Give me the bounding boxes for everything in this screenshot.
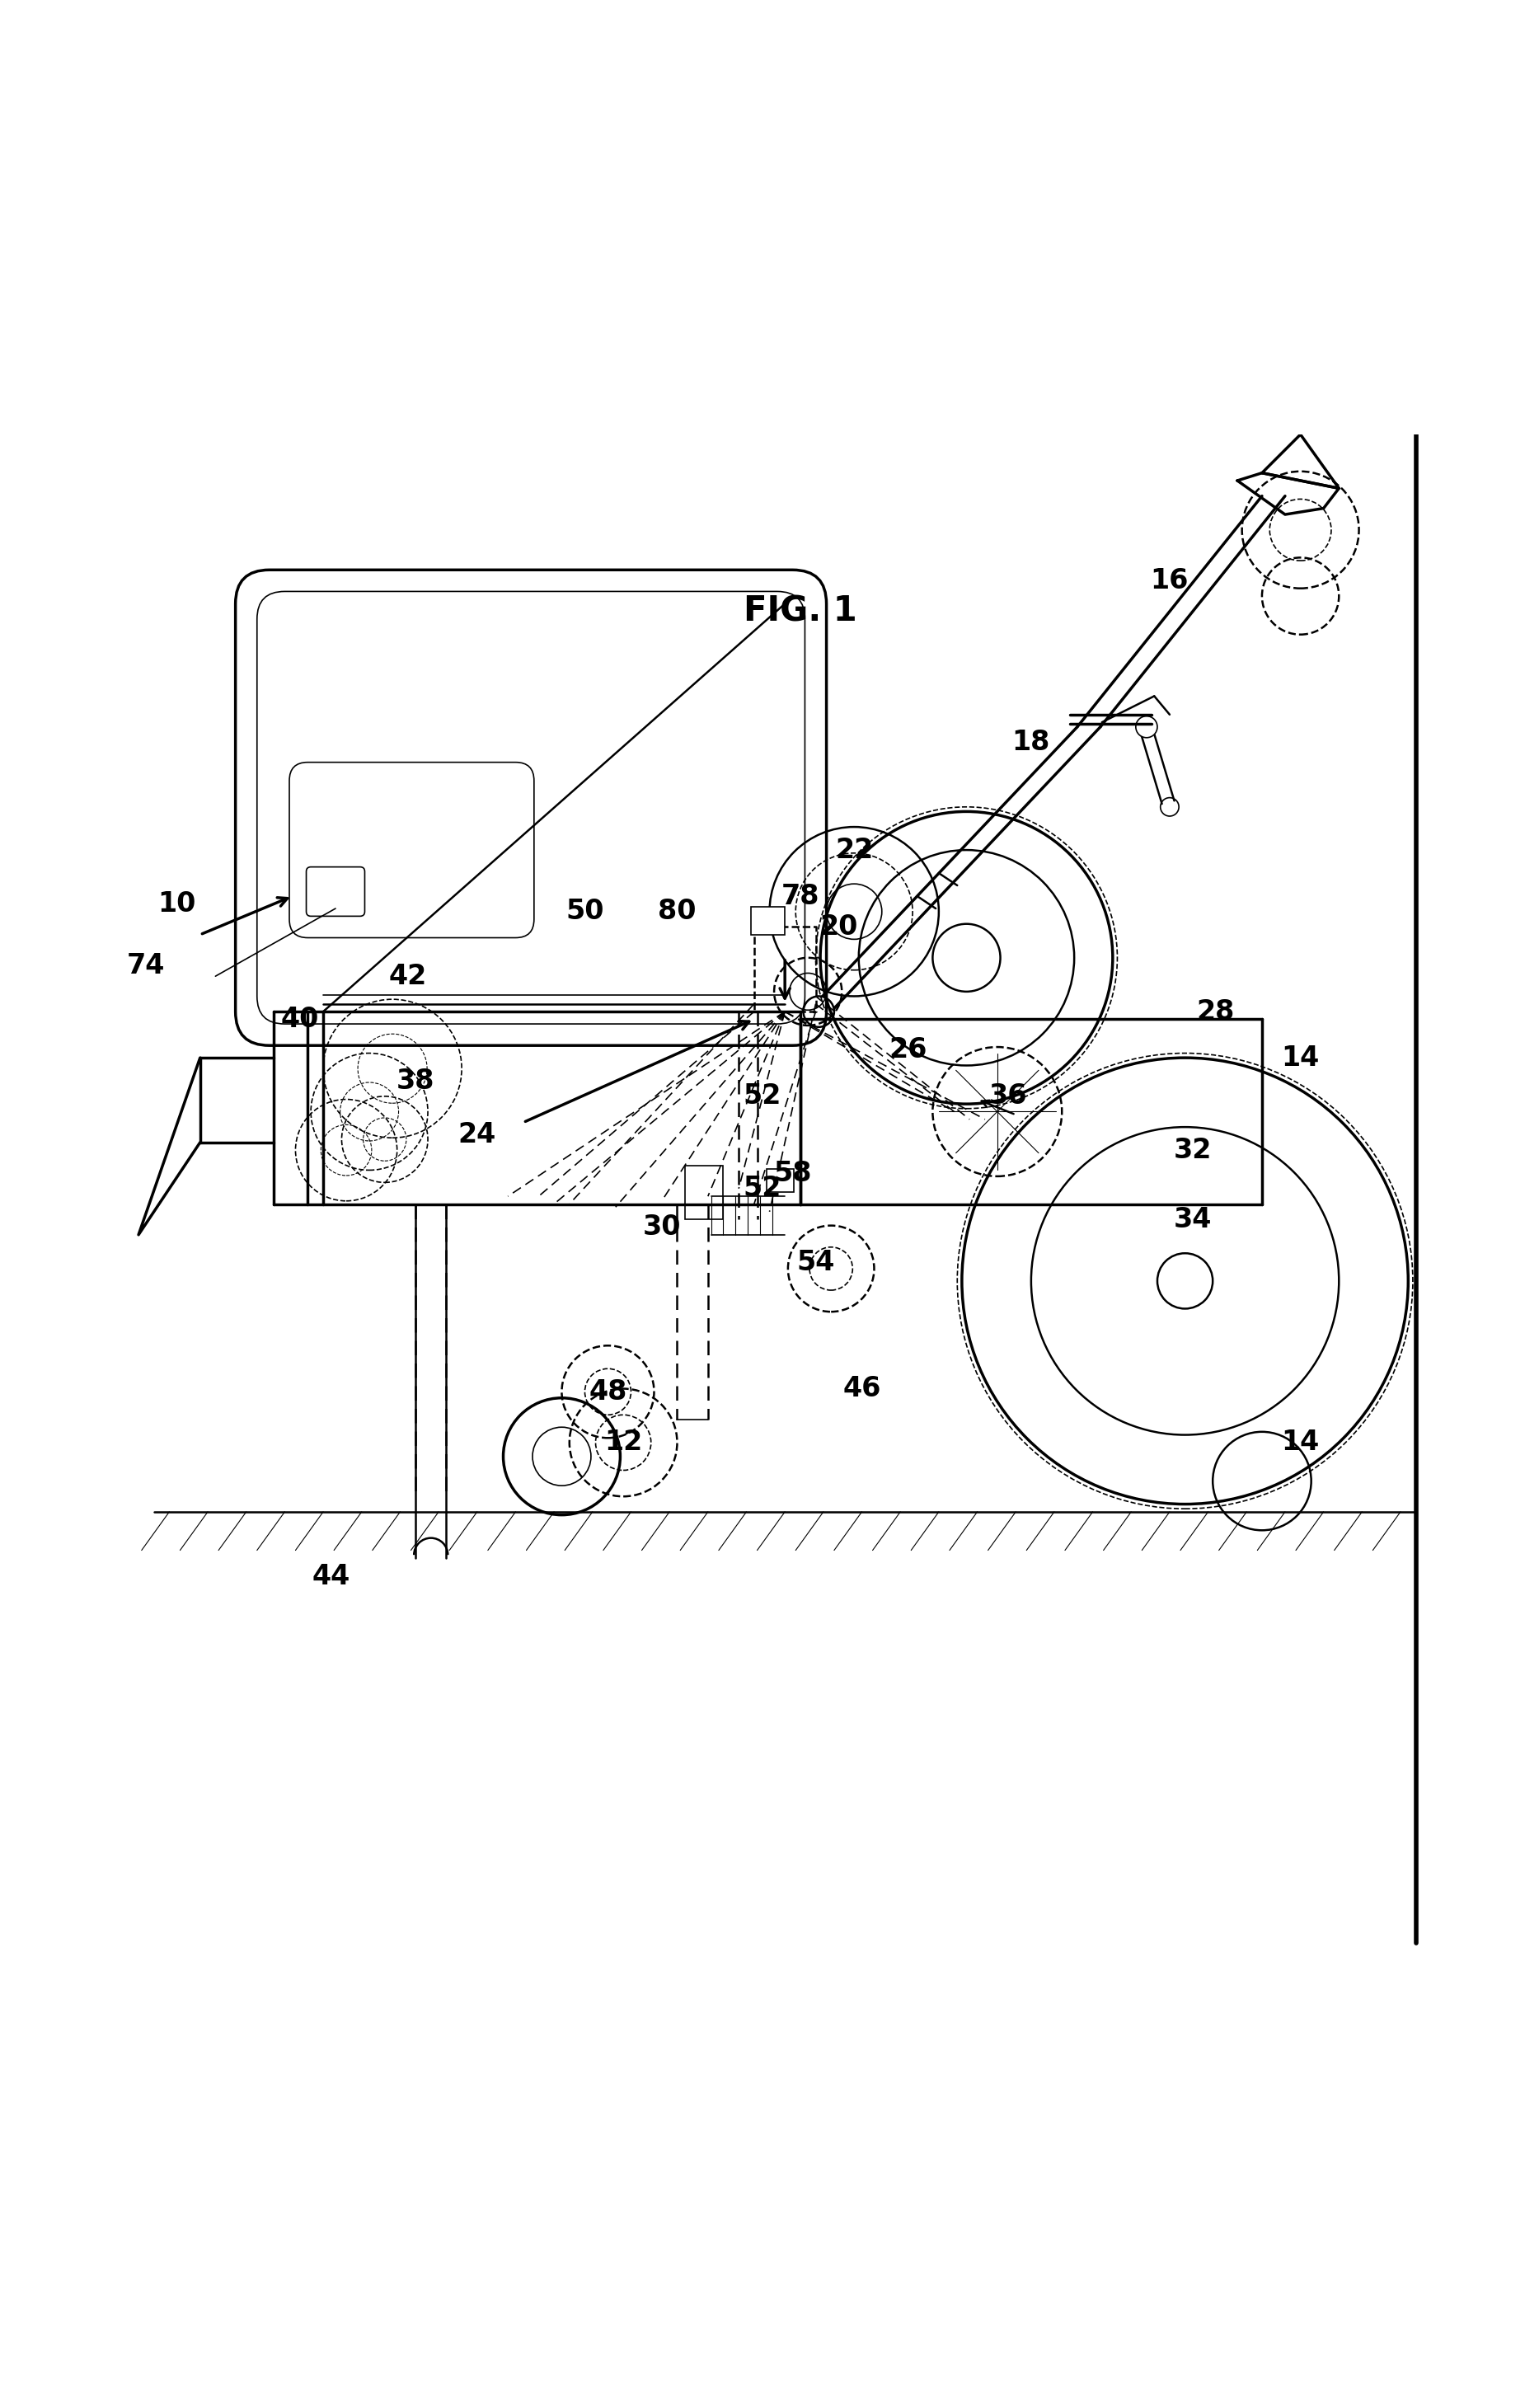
Text: 44: 44 [312,1563,349,1589]
Text: 20: 20 [820,913,857,942]
Text: 28: 28 [1197,997,1234,1026]
Text: 22: 22 [836,836,873,864]
Text: 78: 78 [782,884,819,910]
Text: 14: 14 [1282,1428,1319,1457]
Text: 36: 36 [990,1084,1027,1110]
Text: 34: 34 [1174,1206,1211,1233]
Circle shape [803,997,834,1026]
Circle shape [1136,715,1157,737]
Text: 52: 52 [743,1084,780,1110]
Bar [766,1168,794,1192]
Circle shape [1157,1252,1213,1308]
Text: 48: 48 [589,1377,626,1406]
Text: 14: 14 [1282,1045,1319,1072]
Text: 42: 42 [389,963,426,990]
Text: 24: 24 [459,1122,496,1149]
Circle shape [933,925,1000,992]
Text: 18: 18 [1013,730,1050,756]
Text: 46: 46 [843,1375,880,1401]
Text: 16: 16 [1151,566,1188,595]
Text: 26: 26 [890,1035,926,1064]
Bar [751,908,785,934]
Bar [685,1165,723,1218]
Text: 80: 80 [659,898,696,925]
Text: FIG. 1: FIG. 1 [743,595,857,628]
Text: 58: 58 [774,1161,811,1187]
Text: 30: 30 [643,1214,680,1240]
Text: 52: 52 [743,1175,780,1202]
Text: 32: 32 [1174,1137,1211,1163]
Text: 40: 40 [282,1007,319,1033]
Text: 54: 54 [797,1250,834,1276]
Text: 38: 38 [397,1067,434,1096]
Text: 74: 74 [128,951,165,980]
Text: 50: 50 [566,898,603,925]
Text: 12: 12 [605,1428,642,1457]
Text: 10: 10 [159,891,195,917]
